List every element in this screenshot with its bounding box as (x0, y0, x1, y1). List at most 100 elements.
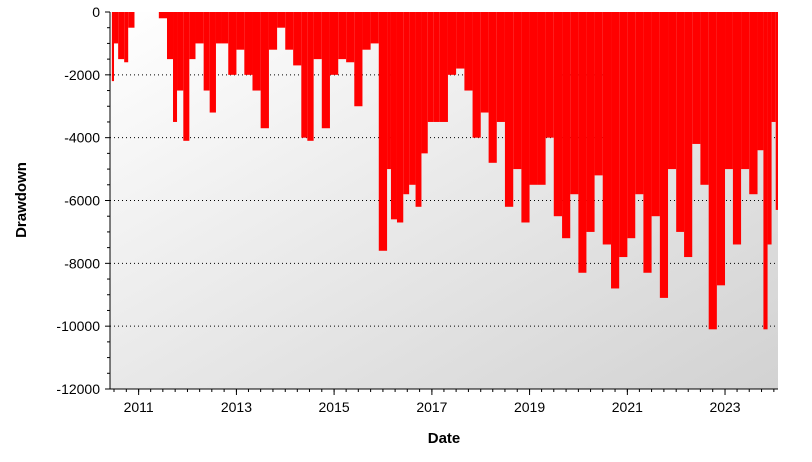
drawdown-bar (370, 12, 379, 44)
x-tick-label: 2015 (319, 399, 350, 415)
drawdown-bar (553, 12, 563, 217)
drawdown-bar (346, 12, 355, 63)
x-tick-label: 2021 (612, 399, 643, 415)
y-tick-label: -10000 (56, 318, 100, 334)
drawdown-bar (513, 12, 522, 170)
drawdown-bar (619, 12, 628, 258)
drawdown-bar (775, 12, 778, 210)
drawdown-bar (329, 12, 339, 75)
drawdown-bar (725, 12, 733, 170)
drawdown-bar (771, 12, 776, 122)
drawdown-bar (602, 12, 612, 245)
drawdown-series (111, 12, 778, 330)
drawdown-bar (189, 12, 196, 60)
drawdown-bar (763, 12, 768, 330)
drawdown-bar (354, 12, 363, 107)
drawdown-bar (456, 12, 465, 69)
drawdown-bar (496, 12, 505, 122)
y-tick-label: -4000 (64, 130, 100, 146)
drawdown-bar (635, 12, 644, 195)
drawdown-bar (244, 12, 253, 75)
drawdown-bar (268, 12, 278, 50)
drawdown-bar (173, 12, 178, 122)
x-tick-label: 2013 (221, 399, 252, 415)
drawdown-bar (228, 12, 237, 75)
drawdown-bar (668, 12, 677, 170)
drawdown-bar (447, 12, 457, 75)
drawdown-bar (166, 12, 174, 60)
drawdown-bar (433, 12, 440, 122)
drawdown-bar (529, 12, 538, 185)
drawdown-bar (203, 12, 210, 91)
drawdown-bar (757, 12, 764, 151)
drawdown-bar (594, 12, 603, 176)
drawdown-bar (321, 12, 330, 129)
drawdown-bar (177, 12, 184, 91)
drawdown-bar (362, 12, 371, 50)
drawdown-bar (741, 12, 750, 170)
drawdown-bar (749, 12, 758, 195)
drawdown-bar (114, 12, 119, 44)
x-tick-label: 2023 (709, 399, 740, 415)
drawdown-bar (427, 12, 434, 122)
drawdown-bar (716, 12, 726, 286)
drawdown-bar (684, 12, 693, 258)
drawdown-bar (409, 12, 416, 185)
drawdown-bar (124, 12, 129, 63)
drawdown-bar (313, 12, 322, 60)
drawdown-bar (472, 12, 481, 138)
drawdown-bar (209, 12, 216, 113)
drawdown-bar (183, 12, 190, 141)
drawdown-bar (387, 12, 391, 170)
drawdown-bar (277, 12, 286, 28)
drawdown-bar (158, 12, 167, 19)
drawdown-bar (421, 12, 428, 154)
drawdown-bar (301, 12, 308, 138)
drawdown-bar (692, 12, 701, 144)
y-tick-label: -6000 (64, 193, 100, 209)
drawdown-bar (570, 12, 579, 195)
y-tick-label: -12000 (56, 381, 100, 397)
drawdown-bar (285, 12, 294, 50)
drawdown-bar (390, 12, 397, 220)
y-tick-label: 0 (92, 4, 100, 20)
drawdown-bar (464, 12, 473, 91)
drawdown-bar (578, 12, 587, 273)
drawdown-bar (562, 12, 571, 239)
x-tick-label: 2011 (124, 399, 154, 415)
drawdown-bar (260, 12, 269, 129)
drawdown-bar (415, 12, 422, 207)
drawdown-bar (221, 12, 229, 44)
drawdown-bar (659, 12, 669, 298)
drawdown-bar (732, 12, 742, 245)
drawdown-bar (504, 12, 514, 207)
drawdown-bar (128, 12, 135, 28)
drawdown-bar (195, 12, 204, 44)
drawdown-bar (403, 12, 410, 195)
drawdown-bar (111, 12, 115, 82)
drawdown-bar (439, 12, 448, 122)
drawdown-bar (293, 12, 302, 66)
drawdown-bar (767, 12, 772, 245)
drawdown-bar (118, 12, 125, 60)
drawdown-bar (708, 12, 717, 330)
tick-labels: 0 -2000 -4000 -6000 -8000 -10000 -12000 2011 201… (56, 4, 740, 415)
y-tick-label: -8000 (64, 255, 100, 271)
y-axis-title: Drawdown (13, 162, 30, 238)
drawdown-bar (651, 12, 660, 217)
axes (105, 11, 778, 395)
x-axis-title: Date (428, 430, 461, 447)
drawdown-bar (378, 12, 388, 251)
x-tick-label: 2019 (514, 399, 545, 415)
y-tick-label: -2000 (64, 67, 100, 83)
x-tick-label: 2017 (416, 399, 447, 415)
drawdown-bar (627, 12, 636, 239)
drawdown-bar (676, 12, 685, 232)
drawdown-bar (611, 12, 620, 289)
drawdown-bar (545, 12, 554, 138)
drawdown-bar (236, 12, 245, 50)
drawdown-bar (537, 12, 546, 185)
drawdown-bar (488, 12, 497, 163)
